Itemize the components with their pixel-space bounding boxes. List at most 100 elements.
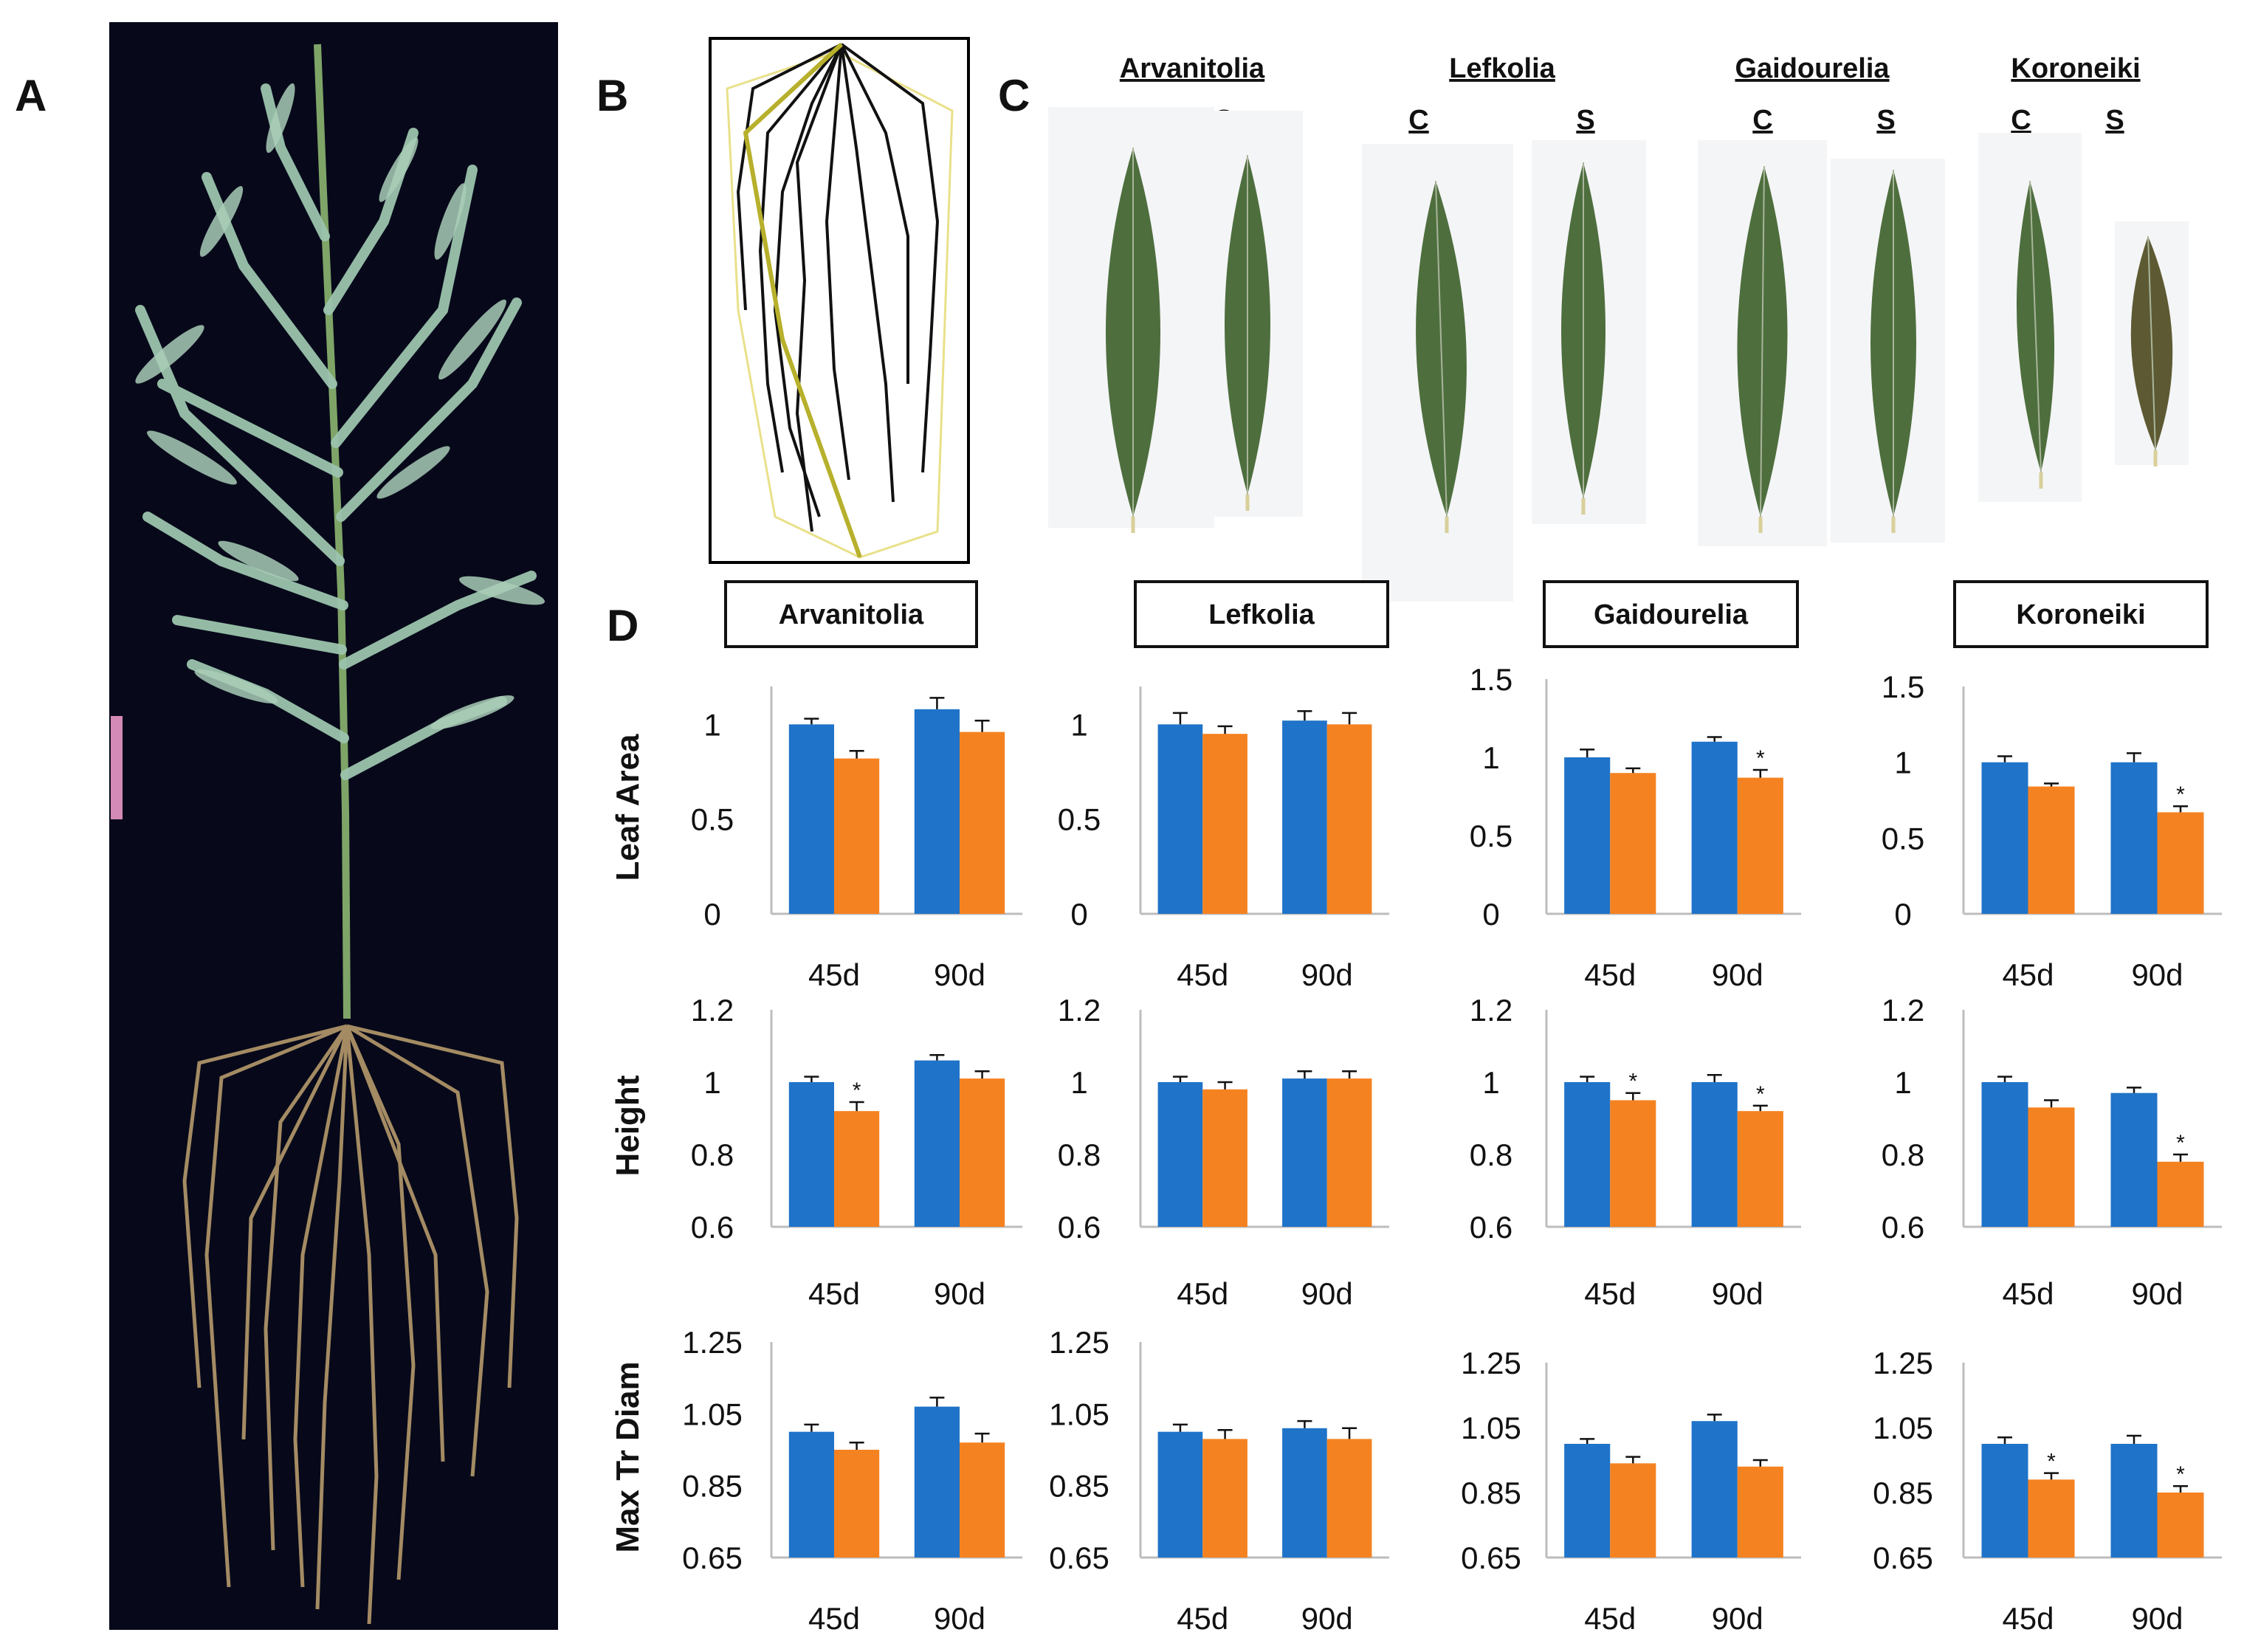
control-bar	[1282, 1078, 1327, 1227]
y-axis-label: Max Tr Diam	[610, 1361, 646, 1552]
x-tick-label: 90d	[934, 957, 985, 992]
x-tick-label: 45d	[808, 1276, 860, 1311]
control-bar	[1691, 1082, 1738, 1227]
leaf-stress-label: S	[1876, 105, 1895, 136]
y-tick-label: 0.5	[1058, 802, 1101, 837]
y-tick-label: 0.8	[691, 1138, 734, 1172]
x-tick-label: 90d	[1301, 1276, 1353, 1311]
significance-star: *	[1628, 1070, 1637, 1094]
plant-foliage	[135, 83, 537, 780]
significance-star: *	[2176, 782, 2185, 807]
stress-bar	[2028, 1479, 2075, 1558]
x-tick-label: 45d	[1177, 1276, 1228, 1311]
control-bar	[1564, 757, 1611, 914]
x-tick-label: 90d	[2131, 957, 2183, 992]
y-tick-label: 0.85	[1873, 1476, 1933, 1510]
x-tick-label: 90d	[934, 1601, 985, 1636]
x-tick-label: 45d	[2002, 1601, 2054, 1636]
control-bar	[788, 1082, 834, 1227]
y-tick-label: 1.25	[682, 1325, 743, 1360]
stress-bar	[1737, 777, 1783, 914]
y-tick-label: 1.25	[1461, 1346, 1521, 1380]
significance-star: *	[1756, 1082, 1765, 1107]
stress-bar	[1610, 1100, 1656, 1227]
y-tick-label: 1.5	[1882, 670, 1924, 704]
panel-b-label: B	[596, 71, 628, 120]
x-tick-label: 90d	[1301, 957, 1353, 992]
stress-bar	[1326, 724, 1372, 914]
y-tick-label: 0.6	[1882, 1210, 1924, 1245]
root-convex-hull	[726, 50, 954, 559]
control-bar	[788, 724, 834, 914]
stress-bar	[1737, 1111, 1783, 1227]
plant-leaves	[135, 83, 545, 729]
cultivar-title-box	[1953, 580, 2209, 648]
y-tick-label: 0	[1070, 897, 1087, 932]
x-tick-label: 90d	[1301, 1601, 1353, 1636]
y-tick-label: 1.05	[1049, 1397, 1109, 1431]
leaf-stress-label: S	[1576, 105, 1594, 136]
stress-bar	[2157, 1161, 2204, 1227]
leaf-midrib	[2029, 180, 2042, 473]
bar-chart-grid: Arvanitolia Lefkolia Gaidourelia Koroneiki L…	[610, 580, 2222, 1636]
leaf-midrib	[1435, 180, 1448, 517]
y-tick-label: 1.2	[1470, 993, 1512, 1028]
x-tick-label: 45d	[1177, 957, 1228, 992]
control-bar	[1691, 1421, 1738, 1558]
significance-star: *	[853, 1078, 861, 1103]
photo-ruler-marker	[111, 716, 123, 819]
x-tick-label: 45d	[2002, 1276, 2054, 1311]
control-bar	[1282, 720, 1327, 914]
control-bar	[2110, 1092, 2158, 1227]
control-bar	[1157, 724, 1203, 914]
plant-photo	[109, 22, 558, 1630]
x-tick-label: 45d	[2002, 957, 2054, 992]
leaf-midrib	[2147, 235, 2156, 451]
control-bar	[1564, 1444, 1611, 1558]
stress-bar	[834, 1111, 880, 1227]
y-tick-label: 0.6	[691, 1210, 734, 1245]
plant-photo-background	[109, 22, 558, 1630]
control-bar	[2110, 1444, 2158, 1558]
y-tick-label: 1.05	[1461, 1411, 1521, 1445]
y-axis-label: Height	[610, 1075, 646, 1176]
significance-star: *	[2176, 1462, 2185, 1487]
x-tick-label: 90d	[934, 1276, 985, 1311]
panel-d-label: D	[607, 601, 639, 650]
stress-bar	[2157, 1493, 2204, 1558]
cultivar-title-box	[724, 580, 978, 648]
x-tick-label: 45d	[808, 957, 860, 992]
stress-bar	[834, 758, 880, 914]
x-tick-label: 45d	[808, 1601, 860, 1636]
y-tick-label: 1.2	[691, 993, 734, 1028]
y-tick-label: 0	[1482, 897, 1499, 932]
y-tick-label: 0.8	[1470, 1138, 1512, 1172]
y-tick-label: 1	[1070, 707, 1087, 742]
panel-c-label: C	[998, 71, 1030, 120]
x-tick-label: 90d	[2131, 1601, 2183, 1636]
x-tick-label: 45d	[1177, 1601, 1228, 1636]
cultivar-title: Lefkolia	[1208, 599, 1315, 630]
control-bar	[1981, 1444, 2028, 1558]
leaf-control-label: C	[1408, 105, 1428, 136]
stress-bar	[960, 1442, 1005, 1558]
cultivar-title: Arvanitolia	[779, 599, 924, 630]
stress-bar	[1326, 1078, 1372, 1227]
y-tick-label: 0.85	[682, 1469, 743, 1504]
control-bar	[1157, 1431, 1203, 1558]
plant-roots	[182, 1024, 519, 1625]
y-tick-label: 1	[1070, 1065, 1087, 1100]
cultivar-title-box	[1543, 580, 1799, 648]
stress-bar	[1610, 1463, 1656, 1558]
y-tick-label: 0.65	[1461, 1541, 1521, 1575]
y-tick-label: 0.5	[691, 802, 734, 837]
y-tick-label: 1	[1894, 1065, 1911, 1100]
x-tick-label: 90d	[1712, 957, 1763, 992]
y-tick-label: 0.85	[1461, 1476, 1521, 1510]
stress-bar	[960, 732, 1005, 914]
control-bar	[914, 709, 960, 914]
control-bar	[1981, 762, 2028, 914]
significance-star: *	[2176, 1131, 2185, 1155]
stress-bar	[2028, 1107, 2075, 1227]
